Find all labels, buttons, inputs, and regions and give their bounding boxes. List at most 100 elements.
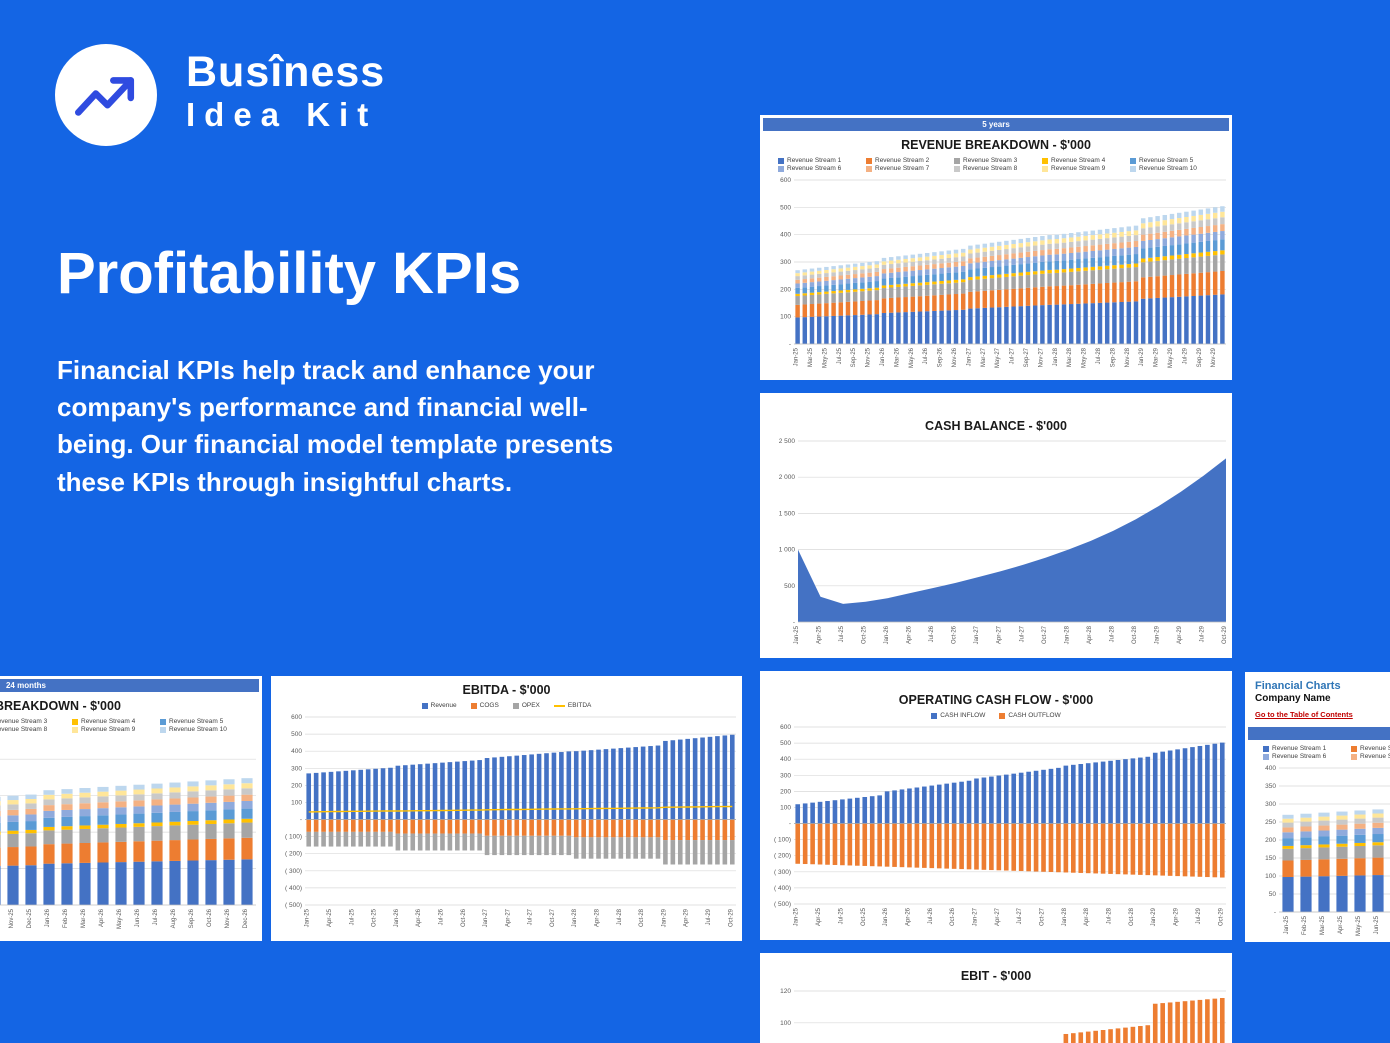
svg-text:Jul-25: Jul-25 [349,908,355,925]
svg-text:Oct-29: Oct-29 [1222,625,1228,644]
svg-text:Jan-25: Jan-25 [794,347,800,366]
svg-text:Feb-25: Feb-25 [1302,915,1308,935]
chart-title: REVENUE BREAKDOWN - $'000 [0,699,121,713]
legend-item: Revenue Stream 5 [1130,157,1214,164]
svg-text:Jan-25: Jan-25 [794,907,800,926]
svg-text:Oct-25: Oct-25 [862,625,868,644]
svg-text:400: 400 [780,232,791,239]
svg-text:Jan-26: Jan-26 [880,347,886,366]
legend-item: Revenue Stream 6 [1263,753,1347,760]
legend-marker [1042,157,1048,164]
svg-text:Jul-26: Jul-26 [929,625,935,642]
svg-text:400: 400 [1265,765,1276,772]
brand-name: Busîness Idea Kit [186,48,386,133]
svg-text:Jul-29: Jul-29 [1196,907,1202,924]
svg-text:Sep-28: Sep-28 [1110,347,1116,367]
svg-text:150: 150 [1265,855,1276,862]
svg-text:Jan-28: Jan-28 [1053,347,1059,366]
cash-balance-chart: 2 500 2 000 1 500 1 000 500 - Jan-25 Apr-25 Jul-… [760,433,1232,658]
legend-item: Revenue Stream 10 [160,726,244,733]
svg-text:Oct-26: Oct-26 [461,908,467,927]
svg-text:Jul-26: Jul-26 [923,347,929,364]
svg-text:Apr-29: Apr-29 [1174,907,1180,926]
table-of-contents-link[interactable]: Go to the Table of Contents [1255,710,1353,719]
brand-name-line1: Busîness [186,48,386,96]
svg-text:Oct-26: Oct-26 [950,907,956,926]
svg-text:Jan-26: Jan-26 [883,907,889,926]
svg-text:Jan-26: Jan-26 [394,908,400,927]
svg-text:( 400): ( 400) [774,885,791,892]
legend-item: Revenue Stream 1 [778,157,862,164]
svg-text:( 200): ( 200) [285,851,302,858]
svg-text:( 100): ( 100) [774,837,791,844]
legend-marker [72,726,78,733]
svg-text:Oct-27: Oct-27 [550,908,556,927]
panel-revenue-breakdown-24m: 24 months REVENUE BREAKDOWN - $'000 Reve… [0,676,262,941]
legend-marker [1263,745,1269,752]
panel-ebitda: EBITDA - $'000 Revenue COGS OPEX EBITDA 600… [271,676,742,941]
legend-marker [954,165,960,172]
svg-text:( 200): ( 200) [774,853,791,860]
svg-text:-: - [300,817,302,824]
svg-text:Nov-25: Nov-25 [9,908,15,928]
legend-item: Revenue Stream 7 [866,165,950,172]
svg-text:May-25: May-25 [1356,915,1362,936]
chart-title: OPERATING CASH FLOW - $'000 [898,693,1094,707]
legend-item: Revenue Stream 2 [866,157,950,164]
svg-text:250: 250 [1265,819,1276,826]
svg-text:Dec-26: Dec-26 [243,908,249,928]
svg-text:Apr-27: Apr-27 [995,907,1001,926]
svg-text:Sep-26: Sep-26 [189,908,195,928]
svg-text:50: 50 [1269,891,1277,898]
svg-text:Jan-28: Jan-28 [1064,625,1070,644]
ebitda-chart: 600 500 400 300 200 100 - ( 100) ( 200) ( 300) ( 4… [271,709,742,941]
svg-text:Oct-29: Oct-29 [1218,907,1224,926]
svg-text:( 300): ( 300) [774,869,791,876]
legend-item: Revenue Stream 7 [1351,753,1390,760]
svg-text:600: 600 [291,714,302,721]
financial-charts-chart: 400 350 300 250 200 150 100 50 - Jan-25 Feb-25 Mar-… [1245,760,1390,942]
svg-text:May-29: May-29 [1168,347,1174,368]
svg-text:300: 300 [1265,801,1276,808]
svg-text:200: 200 [780,286,791,293]
legend-item: Revenue Stream 8 [0,726,48,733]
svg-text:200: 200 [780,788,791,795]
svg-text:500: 500 [780,740,791,747]
legend-marker [421,702,428,709]
svg-text:Nov-27: Nov-27 [1038,347,1044,367]
svg-text:1 000: 1 000 [779,547,796,554]
svg-text:Nov-28: Nov-28 [1125,347,1131,367]
svg-text:1 500: 1 500 [779,510,796,517]
operating-cash-flow-chart: 600 500 400 300 200 100 - ( 100) ( 200) ( 300) ( 4… [760,719,1232,940]
legend-item: COGS [470,702,499,709]
legend-item: EBITDA [553,702,591,709]
svg-text:300: 300 [780,259,791,266]
svg-text:Mar-25: Mar-25 [1320,915,1326,935]
legend-item: Revenue Stream 3 [954,157,1038,164]
legend-marker [954,157,960,164]
svg-text:Jan-27: Jan-27 [966,347,972,366]
svg-text:Jul-25: Jul-25 [839,625,845,642]
svg-text:( 500): ( 500) [285,902,302,909]
svg-text:Oct-27: Oct-27 [1042,625,1048,644]
svg-text:Apr-29: Apr-29 [1177,625,1183,644]
panel-financial-charts: Financial Charts Company Name Go to the … [1245,672,1390,942]
svg-text:Jan-28: Jan-28 [1062,907,1068,926]
svg-text:Apr-25: Apr-25 [1338,915,1344,934]
legend-item: CASH OUTFLOW [999,712,1061,719]
svg-text:Mar-25: Mar-25 [808,347,814,367]
svg-text:500: 500 [780,204,791,211]
legend-item: Revenue Stream 4 [72,718,156,725]
legend-marker [866,165,872,172]
svg-text:Oct-26: Oct-26 [207,908,213,927]
svg-text:Apr-26: Apr-26 [905,907,911,926]
svg-text:Jul-27: Jul-27 [1010,347,1016,364]
svg-text:Jan-29: Jan-29 [661,908,667,927]
svg-text:( 300): ( 300) [285,868,302,875]
svg-text:2 500: 2 500 [779,438,796,445]
svg-text:Oct-25: Oct-25 [861,907,867,926]
chart-title: EBITDA - $'000 [462,683,551,697]
legend-item: Revenue Stream 5 [160,718,244,725]
